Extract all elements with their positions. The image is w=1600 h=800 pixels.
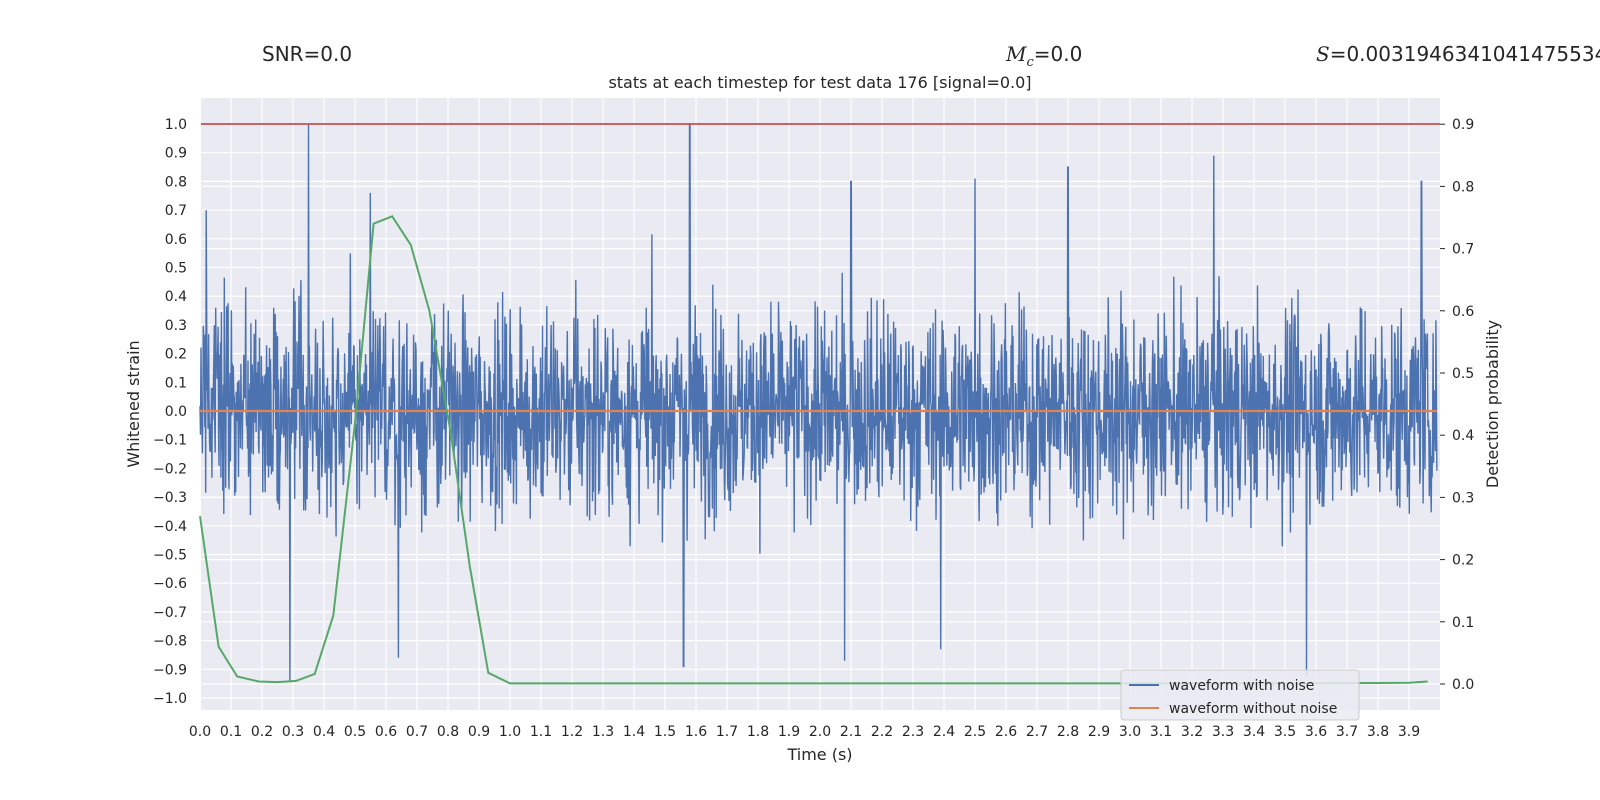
x-tick-label: 0.7 xyxy=(406,724,428,740)
x-tick-label: 3.2 xyxy=(1181,724,1203,740)
y-axis-label: Whitened strain xyxy=(124,340,143,467)
s-symbol: S xyxy=(1316,42,1330,66)
x-tick-label: 1.4 xyxy=(623,724,645,740)
y2-axis-label: Detection probability xyxy=(1483,320,1502,488)
x-tick-label: 2.6 xyxy=(995,724,1017,740)
legend-entry: waveform with noise xyxy=(1169,678,1314,694)
y-tick-label: 0.3 xyxy=(165,318,187,334)
tick-labels: 0.0 0.1 0.2 0.3 0.4 0.5 0.6 0.7 0.8 0.9 1.0 1.1 1.2 1… xyxy=(153,117,1474,740)
x-tick-label: 3.8 xyxy=(1367,724,1389,740)
s-statistic-label: S=0.0031946341041475534 xyxy=(1316,42,1600,66)
y-tick-label: −1.0 xyxy=(153,691,187,707)
y2-tick-label: 0.1 xyxy=(1452,615,1474,631)
y-tick-label: −0.4 xyxy=(153,519,187,535)
y2-tick-label: 0.2 xyxy=(1452,553,1474,569)
mc-symbol: M xyxy=(1006,42,1027,66)
x-tick-label: 3.5 xyxy=(1274,724,1296,740)
x-tick-label: 3.4 xyxy=(1243,724,1265,740)
x-tick-label: 2.5 xyxy=(964,724,986,740)
mc-value: =0.0 xyxy=(1033,42,1083,66)
y-tick-label: 0.4 xyxy=(165,289,187,305)
legend-box xyxy=(1120,669,1360,721)
x-tick-label: 0.5 xyxy=(344,724,366,740)
x-tick-label: 1.9 xyxy=(778,724,800,740)
y-tick-label: 0.1 xyxy=(165,375,187,391)
x-tick-label: 0.3 xyxy=(282,724,304,740)
mc-subscript: c xyxy=(1026,55,1034,70)
x-tick-label: 2.0 xyxy=(809,724,831,740)
x-tick-label: 0.8 xyxy=(437,724,459,740)
series-detection-probability xyxy=(199,215,1428,685)
x-tick-label: 0.2 xyxy=(251,724,273,740)
x-tick-label: 3.0 xyxy=(1119,724,1141,740)
y-tick-label: −0.5 xyxy=(153,548,187,564)
chirp-mass-label: Mc=0.0 xyxy=(1006,42,1082,70)
x-tick-label: 3.7 xyxy=(1336,724,1358,740)
y-tick-label: 0.5 xyxy=(165,261,187,277)
x-tick-label: 3.3 xyxy=(1212,724,1234,740)
x-tick-label: 2.8 xyxy=(1057,724,1079,740)
y-tick-label: 0.7 xyxy=(165,203,187,219)
snr-label: SNR=0.0 xyxy=(262,42,353,66)
x-tick-label: 2.9 xyxy=(1088,724,1110,740)
y-tick-label: −0.8 xyxy=(153,634,187,650)
y2-tick-label: 0.8 xyxy=(1452,179,1474,195)
y2-tick-label: 0.4 xyxy=(1452,428,1474,444)
x-tick-label: 1.5 xyxy=(654,724,676,740)
chart-title: stats at each timestep for test data 176… xyxy=(608,73,1031,92)
y2-tick-label: 0.7 xyxy=(1452,242,1474,258)
y-tick-label: −0.2 xyxy=(153,461,187,477)
y2-tick-label: 0.9 xyxy=(1452,117,1474,133)
x-tick-label: 1.8 xyxy=(747,724,769,740)
y-tick-label: 0.0 xyxy=(165,404,187,420)
x-tick-label: 0.4 xyxy=(313,724,335,740)
y2-tick-label: 0.3 xyxy=(1452,490,1474,506)
y-tick-label: 0.6 xyxy=(165,232,187,248)
legend-entry: waveform without noise xyxy=(1169,701,1337,717)
x-tick-label: 1.0 xyxy=(499,724,521,740)
y-tick-label: −0.7 xyxy=(153,605,187,621)
x-tick-label: 0.6 xyxy=(375,724,397,740)
y-tick-label: −0.3 xyxy=(153,490,187,506)
y2-tick-label: 0.6 xyxy=(1452,304,1474,320)
x-tick-label: 1.6 xyxy=(685,724,707,740)
y2-tick-label: 0.5 xyxy=(1452,366,1474,382)
y-tick-label: −0.9 xyxy=(153,662,187,678)
x-tick-label: 3.9 xyxy=(1398,724,1420,740)
x-tick-label: 2.3 xyxy=(902,724,924,740)
y-tick-label: 0.2 xyxy=(165,347,187,363)
x-tick-label: 2.1 xyxy=(840,724,862,740)
series-waveform-with-noise xyxy=(199,123,1438,681)
x-tick-label: 3.6 xyxy=(1305,724,1327,740)
x-tick-label: 2.4 xyxy=(933,724,955,740)
x-tick-label: 2.7 xyxy=(1026,724,1048,740)
x-tick-label: 1.7 xyxy=(716,724,738,740)
x-tick-label: 0.1 xyxy=(220,724,242,740)
y-tick-label: −0.1 xyxy=(153,433,187,449)
x-tick-label: 0.0 xyxy=(189,724,211,740)
x-tick-label: 1.3 xyxy=(592,724,614,740)
y-tick-label: 0.8 xyxy=(165,174,187,190)
x-tick-label: 1.1 xyxy=(530,724,552,740)
legend: waveform with noise waveform without nois… xyxy=(1120,669,1360,721)
grid-lines xyxy=(199,98,1440,710)
x-tick-label: 0.9 xyxy=(468,724,490,740)
s-value: =0.0031946341041475534 xyxy=(1329,42,1600,66)
series-layer xyxy=(199,123,1440,685)
x-tick-label: 3.1 xyxy=(1150,724,1172,740)
y-tick-label: 0.9 xyxy=(165,146,187,162)
x-axis-label: Time (s) xyxy=(786,745,852,764)
x-tick-label: 1.2 xyxy=(561,724,583,740)
y-tick-label: −0.6 xyxy=(153,576,187,592)
y-tick-label: 1.0 xyxy=(165,117,187,133)
y2-tick-label: 0.0 xyxy=(1452,677,1474,693)
x-tick-label: 2.2 xyxy=(871,724,893,740)
